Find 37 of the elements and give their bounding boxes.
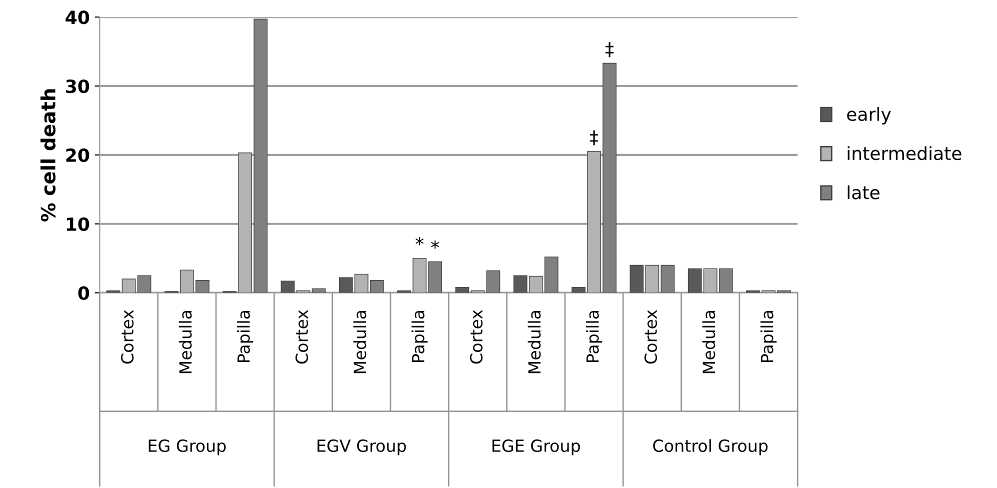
x-tick-label: Medulla xyxy=(178,310,192,374)
bar xyxy=(122,278,136,293)
x-tick-label: Medulla xyxy=(353,310,366,374)
bar xyxy=(630,264,644,293)
y-tick-label: 40 xyxy=(66,10,90,24)
text: EG Group xyxy=(148,439,226,456)
text: EGV Group xyxy=(318,439,406,456)
x-tick-label: Medulla xyxy=(702,310,716,374)
text: EGE Group xyxy=(492,439,580,456)
x-tick-label: Papilla xyxy=(412,310,428,362)
bar xyxy=(137,275,152,293)
x-tick-label: Papilla xyxy=(760,310,777,362)
data-label: ‡ xyxy=(590,130,598,146)
x-tick-label: Medulla xyxy=(528,310,541,374)
x-tick-label: Cortex xyxy=(121,310,134,364)
text: Control Group xyxy=(653,439,768,456)
bar xyxy=(280,280,295,293)
x-tick-label: Cortex xyxy=(644,310,658,364)
x-tick-label: Papilla xyxy=(586,310,602,362)
x-tick-label: Cortex xyxy=(295,310,308,364)
y-tick-label: 0 xyxy=(78,286,90,300)
y-axis-title: % cell death xyxy=(40,89,56,222)
y-tick-label: 30 xyxy=(66,79,90,94)
y-tick-label: 10 xyxy=(66,217,90,231)
data-label: * xyxy=(416,237,424,246)
x-tick-label: Cortex xyxy=(470,310,483,364)
bar xyxy=(486,270,500,293)
y-tick-label: 20 xyxy=(66,148,90,162)
bar xyxy=(645,264,660,293)
bar xyxy=(455,286,470,293)
data-label: ‡ xyxy=(606,42,614,58)
legend-label: intermediate xyxy=(848,146,962,160)
legend-label: late xyxy=(848,185,880,200)
x-tick-label: Papilla xyxy=(237,310,254,362)
legend-label: early xyxy=(847,107,891,125)
bar xyxy=(660,264,675,293)
data-label: * xyxy=(431,240,440,249)
